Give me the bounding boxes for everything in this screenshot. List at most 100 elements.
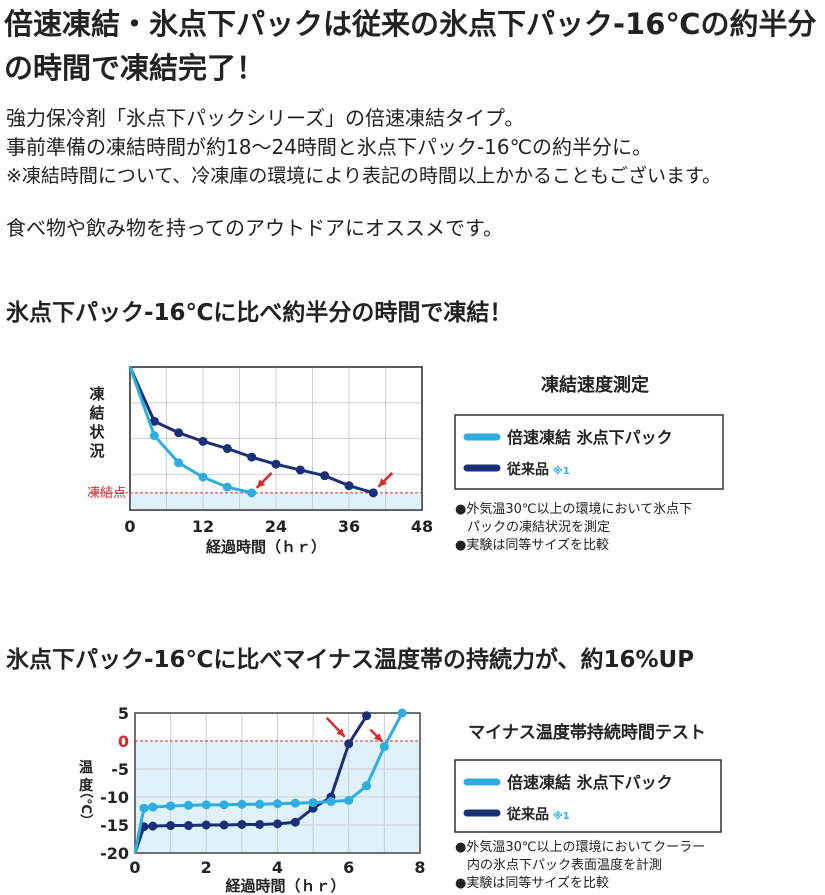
y-axis-label-char: 凍 [89,385,105,403]
chart-title: 凍結速度測定 [541,374,649,396]
headline: 倍速凍結・氷点下パックは従来の氷点下パック-16℃の約半分の時間で凍結完了！ [4,7,817,85]
x-tick-label: 0 [129,858,140,877]
data-point [273,799,282,809]
data-point [320,471,330,481]
data-point [344,481,354,491]
chart-note: ●外気温30℃以上の環境においてクーラー [455,839,705,855]
data-point [368,488,378,498]
chart-note: ●実験は同等サイズを比較 [455,875,609,891]
y-axis-label-char: 状 [89,423,105,441]
arrow-fast-zero-head [373,733,383,742]
data-point [255,799,265,809]
data-point [379,742,389,752]
intro-line: 強力保冷剤「氷点下パックシリーズ」の倍速凍結タイプ。 [6,106,525,130]
chart-note: パックの凍結状況を測定 [467,519,610,535]
x-tick-label: 24 [265,517,287,536]
chart-note: 内の氷点下パック表面温度を計測 [467,857,662,873]
y-tick-label: 5 [118,704,129,723]
data-point [247,452,257,462]
data-point [201,820,211,830]
y-tick-label: -5 [111,760,129,779]
data-point [237,799,247,809]
x-tick-label: 6 [343,858,354,877]
x-axis-label: 経過時間（ｈｒ） [225,877,345,895]
y-axis-label-unit: （℃） [78,785,94,827]
legend-label-conventional: 従来品 ※1 [506,806,570,823]
data-point [295,465,305,475]
section-title-duration: 氷点下パック-16℃に比べマイナス温度帯の持続力が、約16%UP [6,647,695,673]
data-point [344,739,354,749]
arrow-conventional-zero-head [336,728,345,737]
y-axis-label-char: 結 [89,404,104,422]
chart-note: ●実験は同等サイズを比較 [455,537,609,553]
data-point [271,459,281,469]
y-tick-label: -10 [100,788,129,807]
data-point [290,798,300,808]
data-point [362,781,372,791]
plot-border [134,712,421,854]
y-tick-label: 0 [118,732,129,751]
arrow-conventional-end-head [378,478,387,487]
intro-paragraph: 強力保冷剤「氷点下パックシリーズ」の倍速凍結タイプ。 事前準備の凍結時間が約18… [6,104,721,191]
data-point [222,482,232,492]
arrow-fast-end-head [256,479,266,488]
plot-border [129,366,423,511]
data-point [247,488,257,498]
chart-title: マイナス温度帯持続時間テスト [468,722,706,743]
x-tick-label: 36 [338,517,360,536]
legend-label-fast: 倍速凍結 氷点下パック [507,773,673,792]
data-point [201,800,211,810]
data-point [198,472,208,482]
data-point [139,803,149,813]
legend-box [454,759,722,833]
data-point [397,708,407,718]
intro-line: 事前準備の凍結時間が約18〜24時間と氷点下パック-16℃の約半分に。 [6,135,653,159]
x-tick-label: 4 [272,858,283,877]
data-point [148,802,158,812]
duration-chart: 5 0 -5 -10 -15 -20 温度（℃） 0 2 4 6 8 経過時間（ｈｒ） マイナス温度帯持続… [78,704,722,895]
y-tick-label: -20 [100,844,129,863]
data-point [308,798,318,808]
y-tick-label: -15 [100,816,129,835]
data-point [183,821,193,831]
outdoor-recommendation: 食べ物や飲み物を持ってのアウトドアにオススメです。 [6,216,503,240]
x-tick-label: 2 [201,858,212,877]
x-axis-label: 経過時間（ｈｒ） [206,538,326,556]
chart-note: ●外気温30℃以上の環境において氷点下 [455,501,692,517]
data-point [273,819,282,829]
data-point [166,801,176,811]
data-point [149,431,159,441]
data-point [344,795,354,805]
legend-label-conventional: 従来品 ※1 [506,461,570,478]
y-axis-label-char: 度 [79,777,94,794]
data-point [183,800,193,810]
data-point [149,416,159,426]
legend-note: ※1 [553,810,570,822]
x-tick-label: 8 [414,858,425,877]
data-point [326,796,336,806]
data-point [148,821,158,831]
data-point [219,820,229,830]
data-point [198,436,208,446]
data-point [166,821,176,831]
x-tick-label: 48 [411,517,433,536]
x-tick-label: 0 [124,517,135,536]
data-point [174,428,184,438]
data-point [255,819,265,829]
legend-box [454,414,724,490]
freeze-point-label: 凍結点 [87,485,126,501]
data-point [362,711,372,721]
intro-note: ※凍結時間について、冷凍庫の環境により表記の時間以上かかることもございます。 [6,165,722,187]
y-axis-label-char: 温 [79,760,93,776]
data-point [222,444,232,454]
data-point [290,817,300,827]
y-axis-label-char: 況 [89,442,104,460]
section-title-freeze-speed: 氷点下パック-16℃に比べ約半分の時間で凍結！ [6,300,513,326]
data-point [237,819,247,829]
data-point [219,800,229,810]
x-tick-label: 12 [192,517,214,536]
legend-label-fast: 倍速凍結 氷点下パック [507,428,673,447]
legend-note: ※1 [553,465,570,477]
data-point [174,458,184,468]
